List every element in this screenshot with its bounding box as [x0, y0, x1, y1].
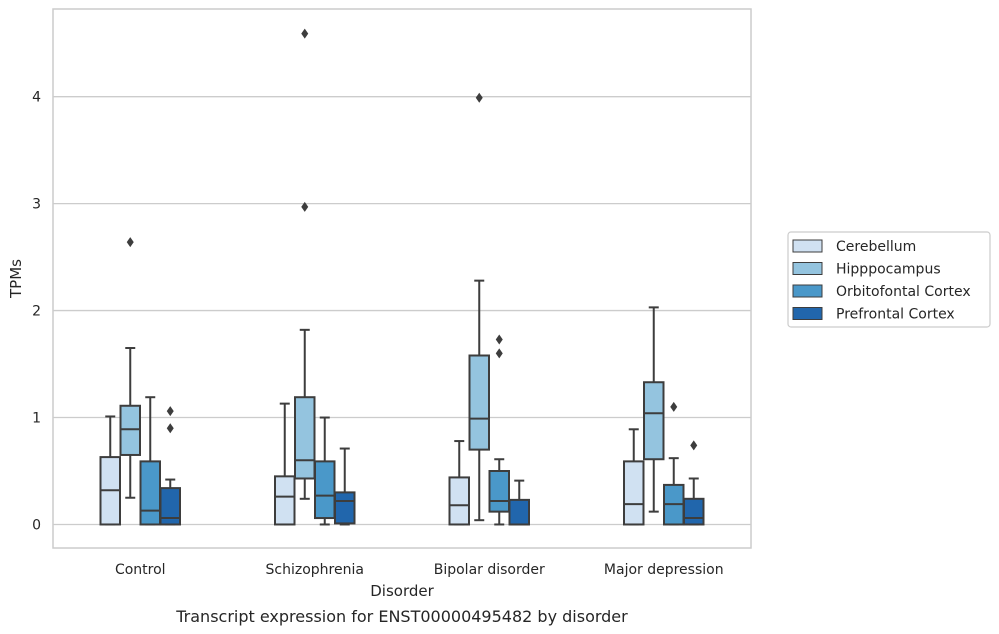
x-tick-labels: Control Schizophrenia Bipolar disorder Majo…	[115, 562, 724, 578]
legend-swatch-2	[792, 284, 823, 298]
chart-caption: Transcript expression for ENST0000049548…	[175, 607, 628, 626]
legend: Cerebellum Hipppocampus Orbitofontal Corte…	[787, 231, 991, 328]
box-layer	[99, 28, 705, 526]
outlier-point	[475, 92, 483, 103]
legend-swatch-1	[792, 262, 823, 275]
box-2-1	[468, 92, 490, 522]
y-tick-label-4: 4	[32, 90, 41, 106]
plot-frame	[52, 8, 752, 549]
box-iqr	[623, 460, 645, 526]
x-tick-label-2: Bipolar disorder	[434, 562, 545, 578]
box-iqr	[159, 487, 181, 526]
outlier-point	[495, 348, 503, 359]
box-2-3	[508, 479, 530, 526]
box-1-1	[294, 28, 316, 500]
legend-swatch-3	[792, 307, 823, 320]
x-tick-label-1: Schizophrenia	[266, 562, 364, 578]
box-iqr	[294, 396, 316, 480]
box-iqr	[448, 476, 470, 526]
box-3-1	[643, 306, 665, 513]
outlier-point	[690, 440, 698, 451]
box-iqr	[643, 381, 665, 461]
box-2-0	[448, 440, 470, 526]
box-3-0	[623, 428, 645, 526]
outlier-point	[495, 334, 503, 345]
legend-swatch-0	[792, 239, 823, 253]
outlier-point	[166, 423, 174, 434]
box-iqr	[334, 491, 356, 525]
box-iqr	[468, 354, 490, 451]
box-0-0	[99, 415, 121, 526]
box-1-3	[334, 447, 356, 526]
y-tick-label-2: 2	[32, 304, 41, 320]
box-2-2	[488, 334, 510, 526]
legend-frame	[787, 231, 991, 328]
legend-label-1: Hipppocampus	[836, 262, 941, 278]
y-axis-label: TPMs	[7, 259, 25, 299]
outlier-point	[126, 237, 134, 248]
y-tick-label-3: 3	[32, 197, 41, 213]
box-iqr	[508, 498, 530, 526]
legend-label-3: Prefrontal Cortex	[836, 307, 955, 323]
outlier-point	[301, 201, 309, 212]
box-iqr	[488, 470, 510, 513]
box-iqr	[139, 460, 161, 526]
outlier-point	[166, 406, 174, 417]
box-3-3	[683, 440, 705, 526]
box-0-3	[159, 406, 181, 526]
x-tick-label-3: Major depression	[604, 562, 724, 578]
box-1-0	[274, 402, 296, 526]
y-tick-label-0: 0	[32, 517, 41, 533]
box-iqr	[314, 460, 336, 520]
x-axis-label: Disorder	[370, 582, 434, 600]
box-iqr	[683, 497, 705, 526]
y-tick-label-1: 1	[32, 411, 41, 427]
box-iqr	[274, 475, 296, 526]
outlier-point	[670, 401, 678, 412]
box-iqr	[119, 404, 141, 456]
x-tick-label-0: Control	[115, 562, 166, 578]
grid-lines	[53, 96, 751, 526]
box-3-2	[663, 401, 685, 526]
box-1-2	[314, 416, 336, 526]
box-0-2	[139, 396, 161, 526]
outlier-point	[301, 28, 309, 39]
legend-label-2: Orbitofontal Cortex	[836, 284, 971, 300]
y-tick-labels: 0 1 2 3 4	[32, 90, 41, 534]
box-0-1	[119, 237, 141, 499]
legend-label-0: Cerebellum	[836, 239, 916, 255]
